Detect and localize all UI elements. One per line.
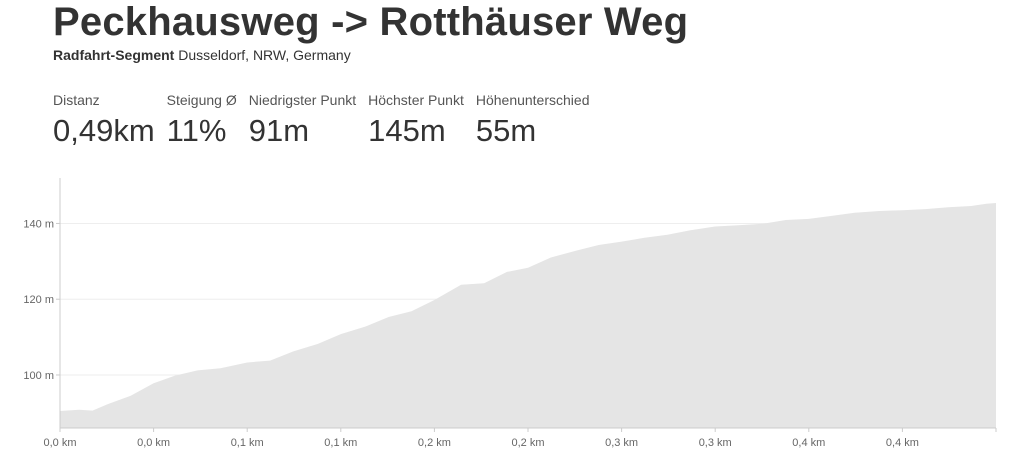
x-tick-label: 0,2 km bbox=[511, 437, 544, 449]
segment-subtitle: Radfahrt-Segment Dusseldorf, NRW, German… bbox=[53, 47, 351, 63]
y-tick-label: 120 m bbox=[23, 294, 54, 306]
elevation-chart[interactable]: 100 m 120 m 140 m 0,0 km 0,0 km 0,1 km 0,1 km… bbox=[0, 170, 1010, 462]
y-tick-label: 140 m bbox=[23, 218, 54, 230]
stat-distance-label: Distanz bbox=[53, 92, 100, 108]
stat-highest-point: Höchster Punkt 145m bbox=[368, 92, 464, 150]
stat-grade: Steigung Ø 11% bbox=[167, 92, 237, 150]
stat-elevation-difference: Höhenunterschied 55m bbox=[476, 92, 590, 150]
segment-location: Dusseldorf, NRW, Germany bbox=[178, 47, 351, 63]
stat-highest-point-value: 145m bbox=[368, 113, 446, 148]
y-axis-ticks: 100 m 120 m 140 m bbox=[23, 218, 60, 382]
stat-lowest-point: Niedrigster Punkt 91m bbox=[249, 92, 356, 150]
x-tick-label: 0,4 km bbox=[886, 437, 919, 449]
stat-lowest-point-label: Niedrigster Punkt bbox=[248, 92, 357, 108]
x-tick-label: 0,3 km bbox=[605, 437, 638, 449]
stat-distance-value: 0,49km bbox=[53, 113, 155, 148]
stat-highest-point-label: Höchster Punkt bbox=[368, 92, 464, 108]
stat-grade-value: 11% bbox=[166, 113, 227, 148]
page-title: Peckhausweg -> Rotthäuser Weg bbox=[53, 0, 689, 44]
x-tick-label: 0,3 km bbox=[699, 437, 732, 449]
x-tick-label: 0,0 km bbox=[43, 437, 76, 449]
x-tick-label: 0,4 km bbox=[792, 437, 825, 449]
stat-lowest-point-value: 91m bbox=[248, 113, 310, 148]
stat-distance: Distanz 0,49km bbox=[53, 92, 155, 150]
stat-elevation-difference-value: 55m bbox=[475, 113, 537, 148]
x-tick-label: 0,1 km bbox=[231, 437, 264, 449]
stat-elevation-difference-label: Höhenunterschied bbox=[475, 92, 590, 108]
segment-type: Radfahrt-Segment bbox=[53, 47, 175, 63]
stats-row: Distanz 0,49km Steigung Ø 11% Niedrigste… bbox=[53, 92, 601, 150]
x-tick-label: 0,2 km bbox=[418, 437, 451, 449]
y-tick-label: 100 m bbox=[23, 370, 54, 382]
elevation-area bbox=[60, 203, 996, 428]
x-tick-label: 0,1 km bbox=[324, 437, 357, 449]
x-axis-ticks: 0,0 km 0,0 km 0,1 km 0,1 km 0,2 km 0,2 km 0,3 … bbox=[43, 428, 919, 449]
x-tick-label: 0,0 km bbox=[137, 437, 170, 449]
stat-grade-label: Steigung Ø bbox=[166, 92, 237, 108]
